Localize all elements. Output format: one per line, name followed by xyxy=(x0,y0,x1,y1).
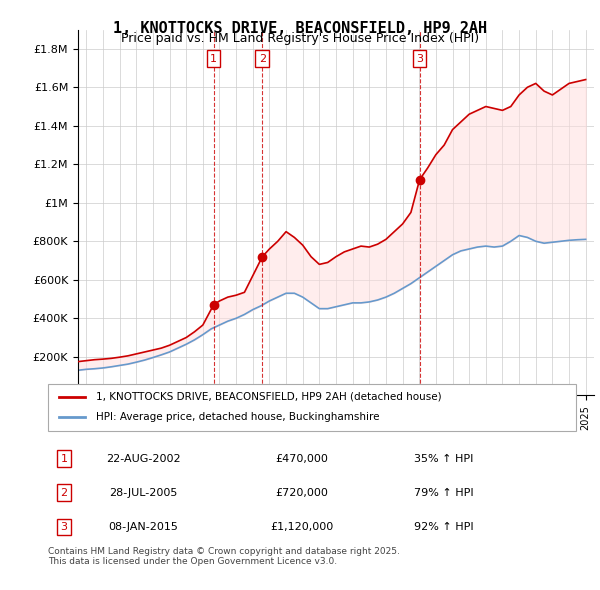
Text: 1: 1 xyxy=(61,454,67,464)
Text: 1, KNOTTOCKS DRIVE, BEACONSFIELD, HP9 2AH: 1, KNOTTOCKS DRIVE, BEACONSFIELD, HP9 2A… xyxy=(113,21,487,35)
Text: 28-JUL-2005: 28-JUL-2005 xyxy=(109,488,177,498)
Text: £720,000: £720,000 xyxy=(275,488,328,498)
Text: 3: 3 xyxy=(61,522,67,532)
Text: £1,120,000: £1,120,000 xyxy=(270,522,333,532)
Text: 92% ↑ HPI: 92% ↑ HPI xyxy=(414,522,474,532)
Text: 3: 3 xyxy=(416,54,423,64)
Text: £470,000: £470,000 xyxy=(275,454,328,464)
FancyBboxPatch shape xyxy=(48,384,576,431)
Text: HPI: Average price, detached house, Buckinghamshire: HPI: Average price, detached house, Buck… xyxy=(95,412,379,422)
Text: 1: 1 xyxy=(210,54,217,64)
Text: 79% ↑ HPI: 79% ↑ HPI xyxy=(414,488,474,498)
Text: Contains HM Land Registry data © Crown copyright and database right 2025.
This d: Contains HM Land Registry data © Crown c… xyxy=(48,547,400,566)
Text: 08-JAN-2015: 08-JAN-2015 xyxy=(108,522,178,532)
Text: 2: 2 xyxy=(259,54,266,64)
Text: 35% ↑ HPI: 35% ↑ HPI xyxy=(415,454,473,464)
Text: 22-AUG-2002: 22-AUG-2002 xyxy=(106,454,181,464)
Text: 2: 2 xyxy=(60,488,67,498)
Text: Price paid vs. HM Land Registry's House Price Index (HPI): Price paid vs. HM Land Registry's House … xyxy=(121,32,479,45)
Text: 1, KNOTTOCKS DRIVE, BEACONSFIELD, HP9 2AH (detached house): 1, KNOTTOCKS DRIVE, BEACONSFIELD, HP9 2A… xyxy=(95,392,441,402)
